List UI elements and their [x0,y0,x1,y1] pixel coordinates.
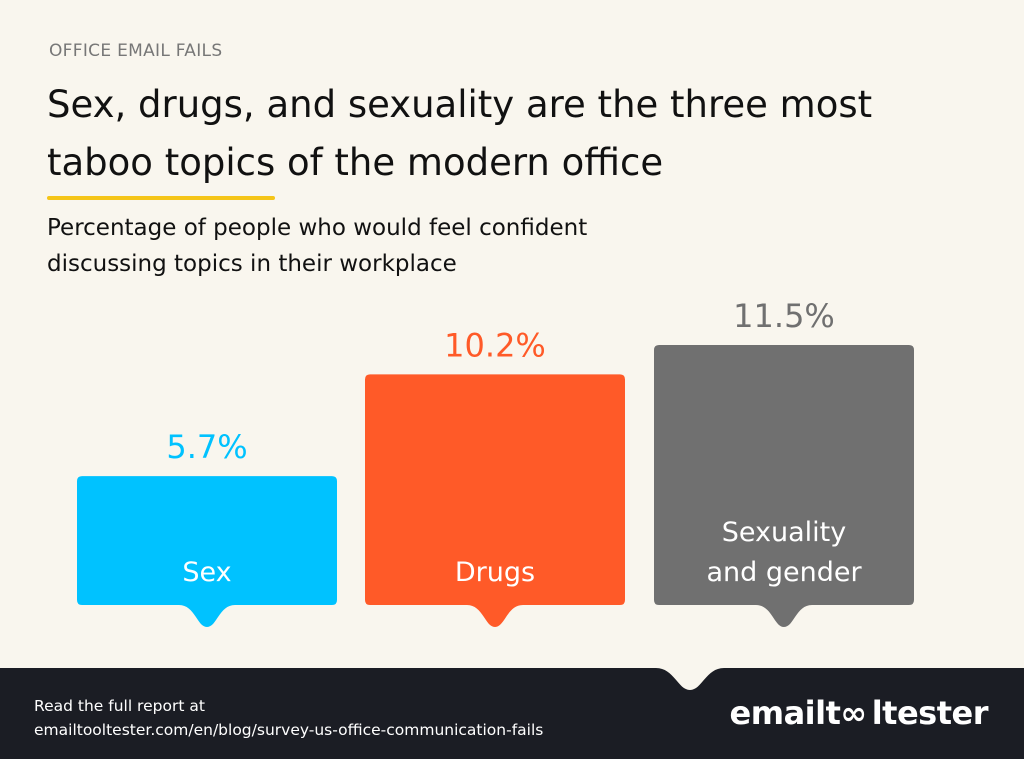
subtitle-line-1: Percentage of people who would feel conf… [47,215,588,241]
kicker-label: OFFICE EMAIL FAILS [49,41,223,61]
bar-0 [77,476,337,627]
title-part-1: Sex, drugs, and sexuality are the three … [47,83,873,126]
footer [0,668,1024,759]
title-part-2: of the modern office [275,141,664,184]
category-label-1: Drugs [455,557,535,588]
page-title: Sex, drugs, and sexuality are the three … [47,76,1007,200]
category-label-2: and gender [706,557,862,588]
chart-subtitle: Percentage of people who would feel conf… [47,210,587,282]
emailtooltester-logo: emailt∞ ltester [729,694,989,732]
category-label-2: Sexuality [722,517,847,548]
bar-chart: 5.7% Sex 10.2% Drugs 11.5% Sexuality and gende… [77,297,914,627]
subtitle-line-2: discussing topics in their workplace [47,251,457,277]
footer-notch [656,660,724,690]
value-label-2: 11.5% [733,297,835,335]
category-label-0: Sex [182,557,231,588]
value-label-1: 10.2% [444,326,546,364]
footer-line-1: Read the full report at [34,697,205,715]
bar-1 [365,374,625,627]
title-highlight: taboo topics [47,134,276,200]
footer-text: Read the full report at emailtooltester.… [34,694,543,742]
value-label-0: 5.7% [166,428,247,466]
report-link[interactable]: emailtooltester.com/en/blog/survey-us-of… [34,721,544,739]
bar-2 [654,345,914,627]
